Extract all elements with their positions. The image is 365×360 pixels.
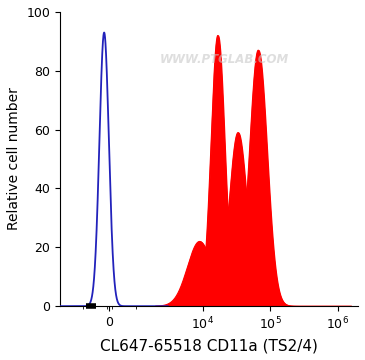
X-axis label: CL647-65518 CD11a (TS2/4): CL647-65518 CD11a (TS2/4) <box>100 338 318 353</box>
Text: WWW.PTGLAB.COM: WWW.PTGLAB.COM <box>160 53 289 66</box>
Y-axis label: Relative cell number: Relative cell number <box>7 87 21 230</box>
